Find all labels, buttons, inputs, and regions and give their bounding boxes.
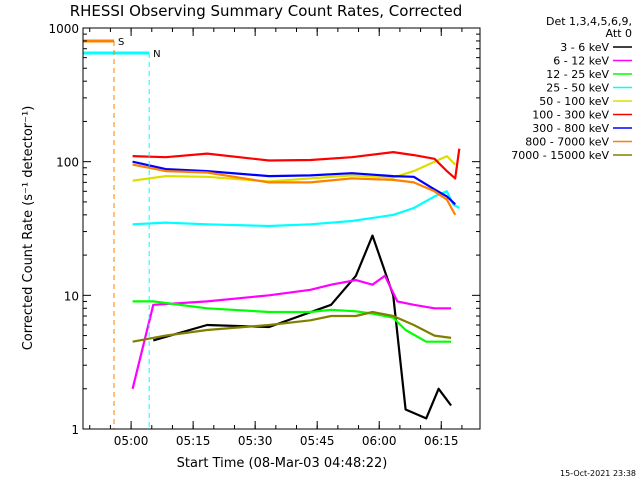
x-tick-label: 05:30 [238, 434, 273, 448]
legend-label-12-25-kev: 12 - 25 keV [546, 68, 609, 81]
series-line-25-50-kev [132, 190, 460, 228]
series-line-7000-15000-kev [132, 310, 452, 343]
series-line-6-12-kev [131, 274, 452, 390]
series-line-100-300-kev [132, 148, 461, 180]
y-axis-label: Corrected Count Rate (s⁻¹ detector⁻¹) [21, 106, 36, 351]
legend-label-6-12-kev: 6 - 12 keV [553, 55, 609, 68]
legend-label-50-100-kev: 50 - 100 keV [539, 95, 609, 108]
legend-label-25-50-kev: 25 - 50 keV [546, 82, 609, 95]
series-line-3-6-kev [152, 234, 452, 420]
legend-label-7000-15000-kev: 7000 - 15000 keV [511, 149, 609, 162]
y-tick-label: 100 [56, 156, 79, 170]
legend-header-attenuator: Att 0 [606, 27, 632, 40]
x-tick-label: 05:00 [114, 434, 149, 448]
y-tick-label: 10 [64, 289, 79, 303]
series-line-50-100-kev [132, 155, 456, 183]
series-line-300-800-kev [132, 160, 456, 206]
plot-frame [82, 27, 481, 430]
footer-timestamp: 15-Oct-2021 23:38 [560, 469, 636, 478]
series-line-800-7000-kev [132, 163, 457, 216]
x-tick-label: 05:45 [300, 434, 335, 448]
legend-label-300-800-kev: 300 - 800 keV [532, 122, 609, 135]
y-tick-label: 1 [71, 423, 79, 437]
series-line-12-25-kev [132, 300, 452, 343]
legend-label-3-6-kev: 3 - 6 keV [560, 41, 609, 54]
chart-title: RHESSI Observing Summary Count Rates, Co… [70, 2, 463, 20]
legend-label-100-300-kev: 100 - 300 keV [532, 109, 609, 122]
x-tick-label: 05:15 [176, 434, 211, 448]
flag-label-n: N [153, 49, 160, 60]
y-tick-label: 1000 [48, 22, 79, 36]
x-tick-label: 06:15 [424, 434, 459, 448]
legend-header-detectors: Det 1,3,4,5,6,9, [546, 15, 632, 28]
legend-label-800-7000-kev: 800 - 7000 keV [525, 136, 609, 149]
flag-label-s: S [118, 37, 124, 48]
x-axis-label: Start Time (08-Mar-03 04:48:22) [177, 456, 388, 471]
x-tick-label: 06:00 [362, 434, 397, 448]
